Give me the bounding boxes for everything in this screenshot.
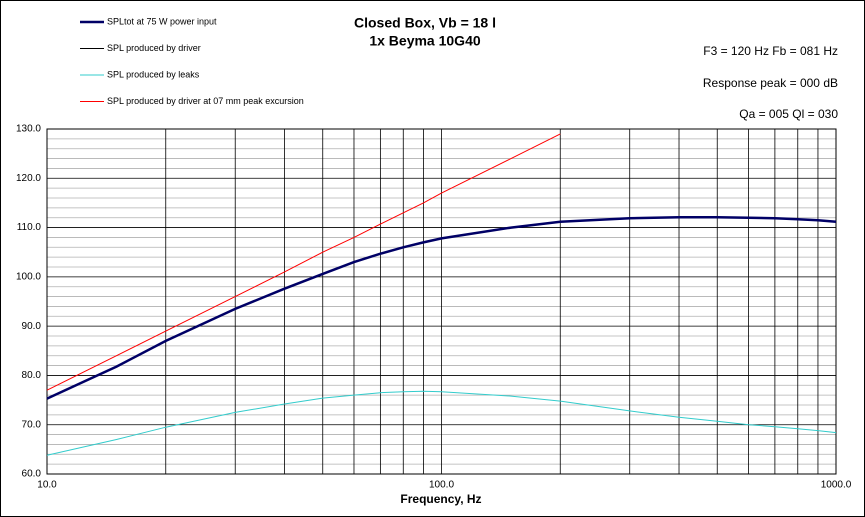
y-tick-label: 120.0 (16, 173, 41, 184)
annotation: F3 = 120 Hz Fb = 081 Hz (703, 44, 838, 58)
series-line (46, 215, 837, 400)
legend-label: SPL produced by driver at 07 mm peak exc… (107, 96, 304, 106)
x-tick-label: 1000.0 (821, 480, 852, 491)
chart-subtitle: 1x Beyma 10G40 (369, 33, 481, 49)
legend-label: SPL produced by leaks (107, 69, 200, 79)
x-axis-label: Frequency, Hz (400, 492, 481, 506)
annotation: Qa = 005 Ql = 030 (739, 107, 838, 121)
x-tick-label: 100.0 (429, 480, 454, 491)
y-tick-label: 100.0 (16, 271, 41, 282)
legend-label: SPL produced by driver (107, 43, 201, 53)
y-tick-label: 60.0 (22, 469, 42, 480)
x-tick-label: 10.0 (37, 480, 57, 491)
series-line (46, 390, 837, 456)
y-tick-label: 90.0 (22, 321, 42, 332)
plot-border (46, 128, 837, 475)
annotation: Response peak = 000 dB (703, 76, 838, 90)
y-tick-label: 130.0 (16, 124, 41, 135)
y-tick-label: 70.0 (22, 419, 42, 430)
legend-label: SPLtot at 75 W power input (107, 16, 217, 26)
series-line (46, 133, 561, 391)
chart-title: Closed Box, Vb = 18 l (354, 15, 496, 31)
y-tick-label: 80.0 (22, 370, 42, 381)
y-tick-label: 110.0 (17, 222, 42, 233)
